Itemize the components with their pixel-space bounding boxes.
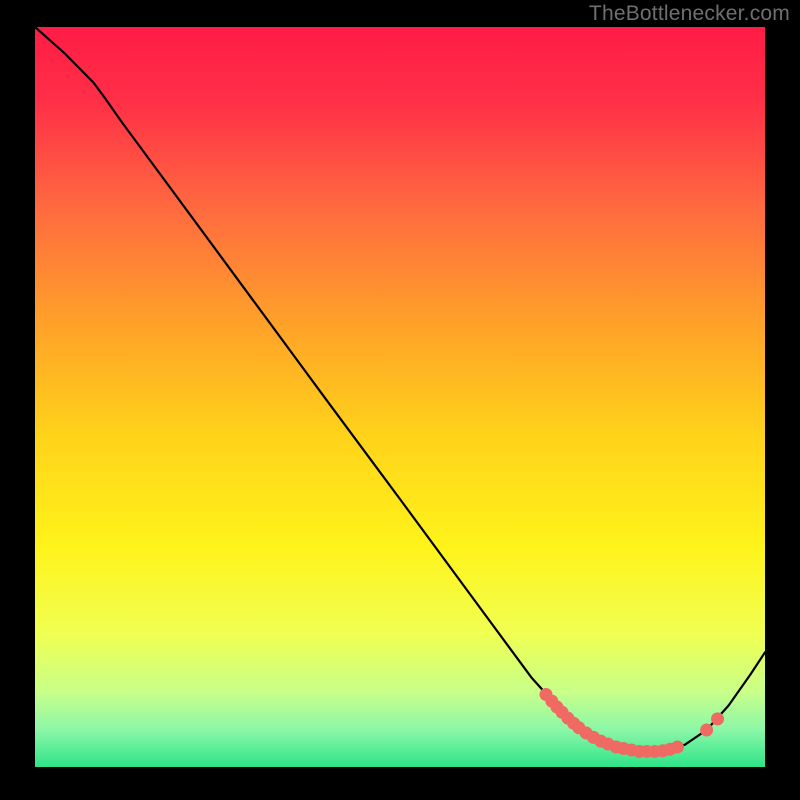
curve-marker xyxy=(701,724,713,736)
curve-marker xyxy=(671,741,683,753)
gradient-background xyxy=(35,27,765,767)
chart-frame: TheBottlenecker.com xyxy=(0,0,800,800)
bottleneck-curve-chart xyxy=(35,27,765,767)
curve-marker xyxy=(712,713,724,725)
watermark-text: TheBottlenecker.com xyxy=(589,2,790,26)
